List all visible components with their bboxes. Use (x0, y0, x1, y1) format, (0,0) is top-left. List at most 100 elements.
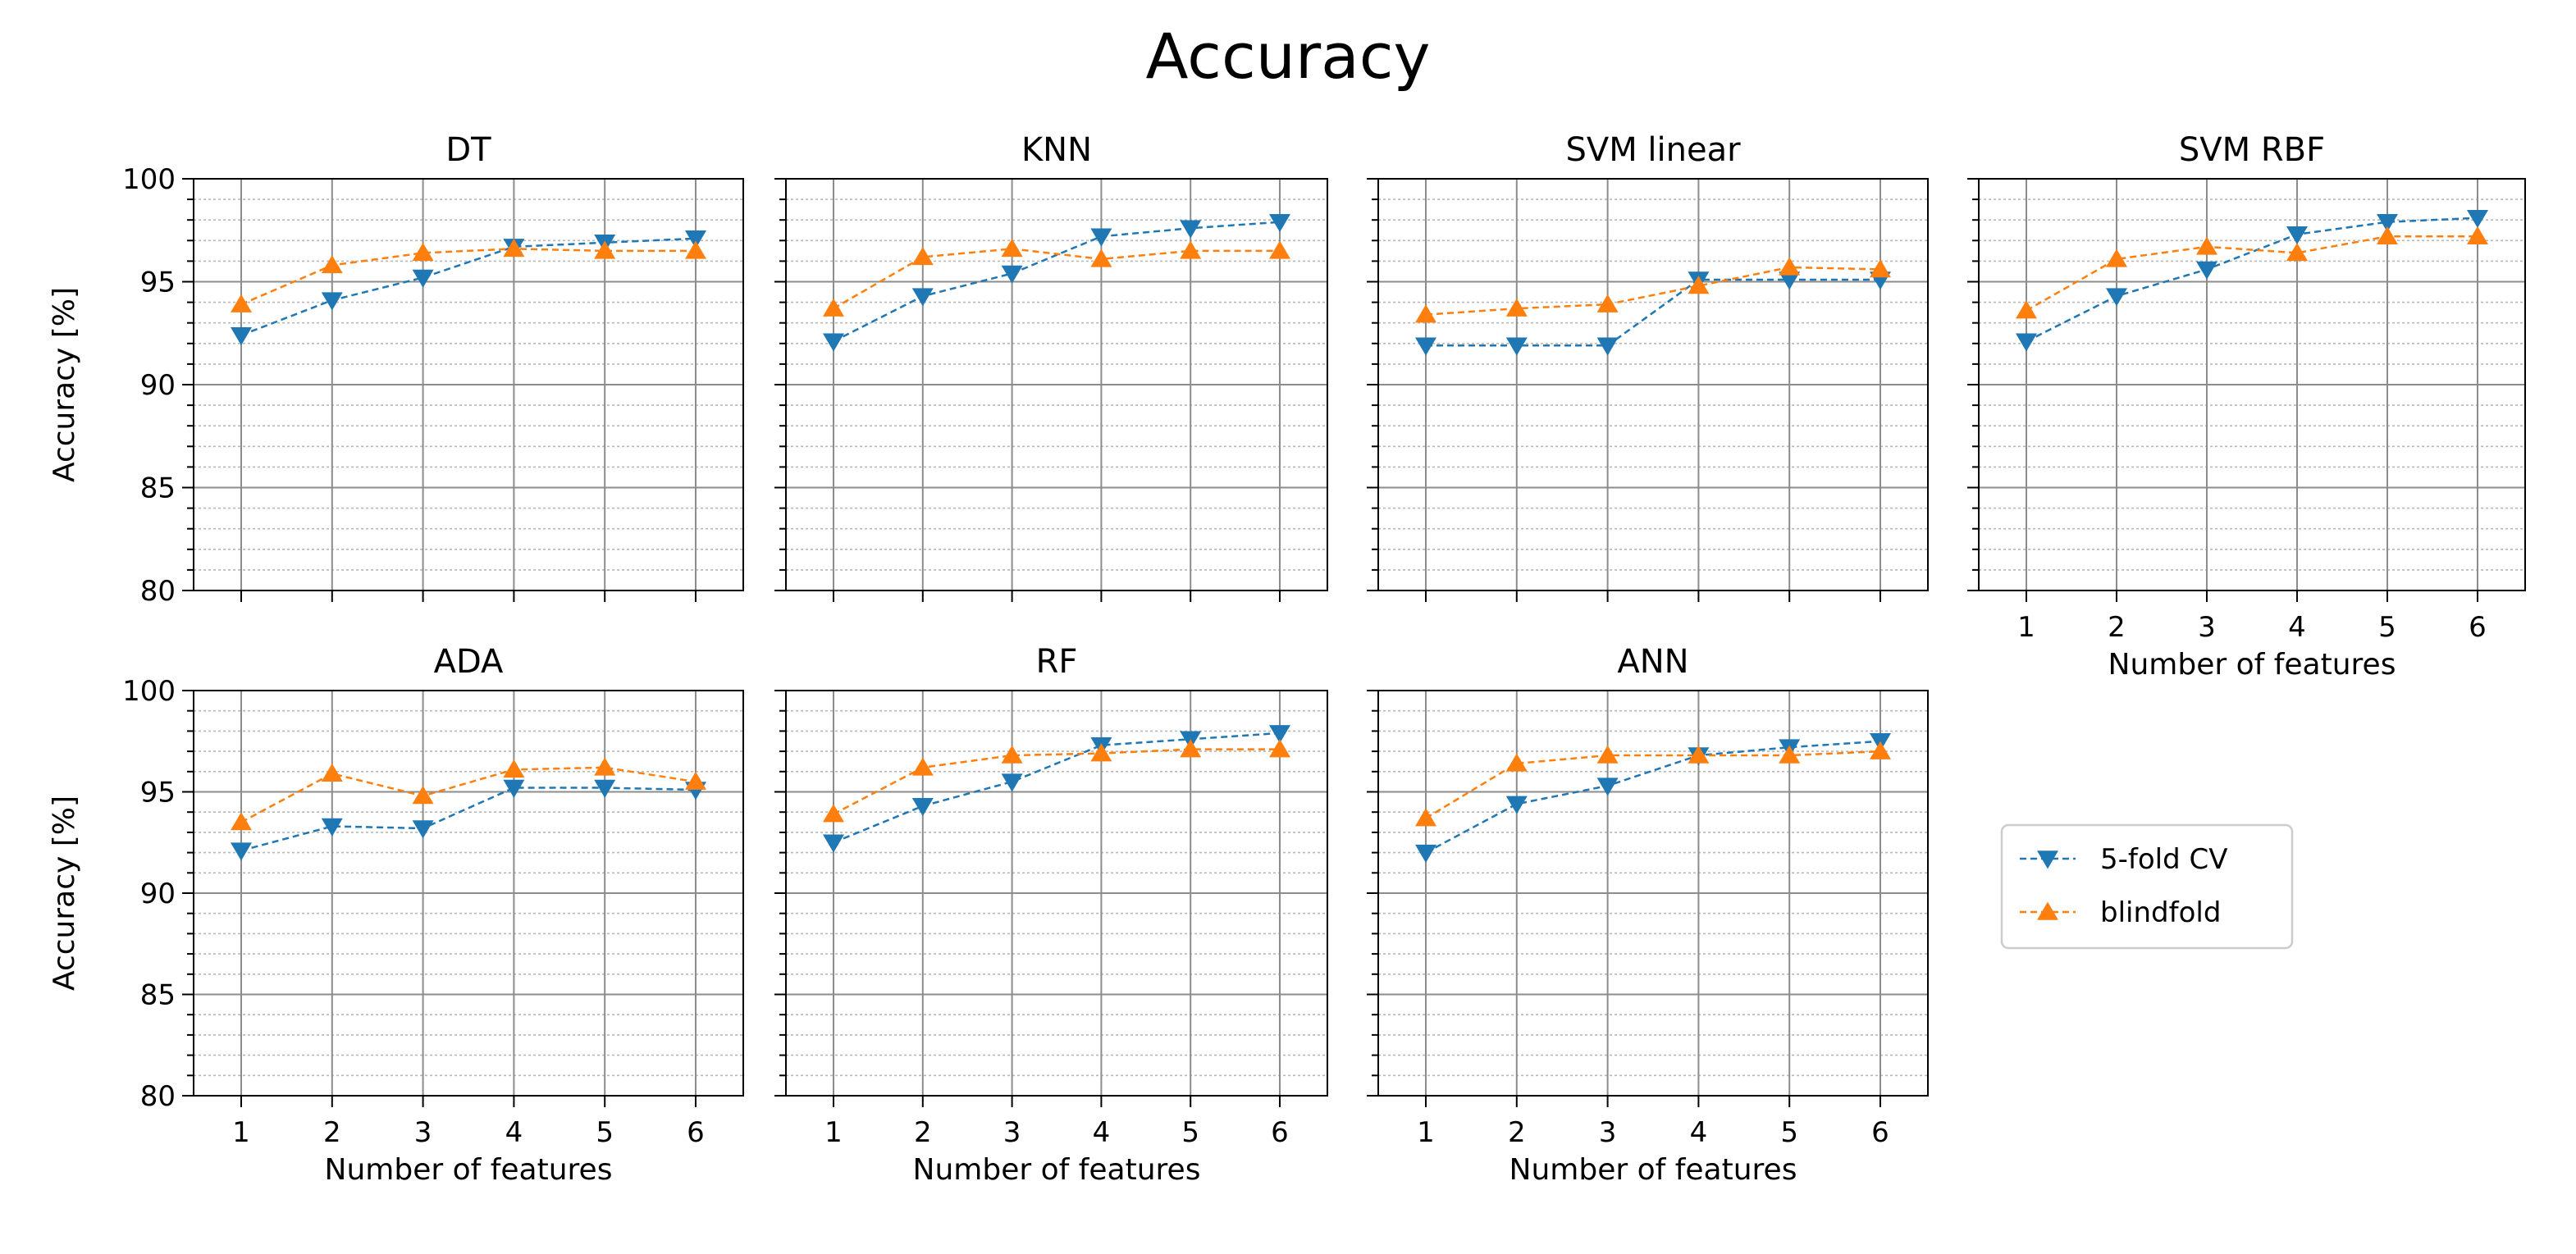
blindfold-point (1001, 238, 1023, 258)
x-tick-label: 3 (2198, 611, 2216, 644)
cv-series-line (240, 787, 697, 852)
blindfold-point (823, 804, 844, 823)
cv-point (911, 288, 934, 307)
x-tick-label: 5 (2378, 611, 2396, 644)
x-tick-label: 5 (596, 1116, 614, 1149)
x-tick-label: 4 (505, 1116, 523, 1149)
blindfold-point (1090, 743, 1112, 762)
panel-title: KNN (1021, 131, 1092, 169)
cv-point (2467, 209, 2488, 229)
cv-point (2377, 213, 2398, 233)
x-tick-label: 6 (1271, 1116, 1289, 1149)
blindfold-point (911, 757, 934, 776)
blindfold-series-line (833, 248, 1280, 310)
blindfold-series-line (2026, 235, 2478, 312)
blindfold-point (1505, 298, 1528, 317)
cv-point (321, 292, 343, 311)
x-tick-label: 3 (1003, 1116, 1021, 1149)
blindfold-point (1688, 276, 1710, 294)
blindfold-point (1596, 745, 1619, 764)
blindfold-point (1269, 739, 1290, 758)
x-axis-label: Number of features (2108, 648, 2396, 682)
cv-point (1596, 337, 1619, 356)
blindfold-point (1415, 808, 1436, 827)
cv-point (231, 842, 252, 861)
blindfold-point (503, 759, 525, 778)
cv-point (2106, 288, 2127, 307)
blindfold-point (412, 243, 434, 262)
y-tick-label: 95 (140, 777, 176, 809)
blindfold-point (1688, 745, 1710, 764)
blindfold-point (2286, 243, 2308, 262)
blindfold-point (1269, 240, 1290, 259)
x-axis-label: Number of features (325, 1153, 613, 1187)
blindfold-point (1001, 745, 1023, 764)
cv-point (1505, 337, 1528, 356)
cv-point (685, 230, 706, 249)
y-tick-label: 100 (122, 163, 176, 196)
panel-title: SVM RBF (2179, 131, 2325, 169)
y-tick-label: 85 (140, 472, 176, 505)
y-tick-label: 95 (140, 267, 176, 299)
x-tick-label: 1 (1417, 1116, 1435, 1149)
cv-series-line (240, 237, 697, 336)
y-tick-label: 80 (140, 575, 176, 608)
x-tick-label: 2 (1508, 1116, 1526, 1149)
cv-point (2286, 226, 2308, 245)
cv-point (503, 779, 525, 798)
legend-blind-marker (2037, 901, 2058, 920)
panel-dt: 80 85 90 95 100 Accuracy [%] DT (48, 131, 744, 608)
y-axis-label: Accuracy [%] (48, 287, 81, 482)
x-axis-label: Number of features (1510, 1153, 1797, 1187)
y-tick-label: 85 (140, 979, 176, 1012)
blindfold-point (2196, 236, 2217, 255)
blindfold-point (503, 238, 525, 258)
legend-blind-label: blindfold (2100, 896, 2221, 929)
x-tick-label: 6 (2469, 611, 2487, 644)
blindfold-series-line (240, 248, 696, 306)
cv-point (1415, 337, 1436, 356)
blindfold-point (594, 757, 616, 776)
cv-point (1001, 265, 1023, 284)
y-tick-label: 90 (140, 878, 176, 910)
y-tick-label: 90 (140, 369, 176, 402)
cv-point (2016, 333, 2037, 352)
cv-point (823, 333, 844, 352)
blindfold-point (231, 812, 252, 831)
panel-title: SVM linear (1565, 131, 1741, 169)
blindfold-point (685, 240, 706, 259)
legend: 5-fold CV blindfold (2000, 823, 2294, 950)
chart-panels: 80 85 90 95 100 Accuracy [%] DT KNN SVM linear 1 2… (48, 131, 2526, 1187)
panel-title: RF (1036, 643, 1078, 681)
blindfold-point (321, 763, 343, 782)
blindfold-point (685, 771, 706, 790)
cv-point (594, 779, 616, 798)
x-tick-label: 6 (1871, 1116, 1889, 1149)
panel-title: DT (445, 131, 491, 169)
cv-point (1779, 271, 1801, 290)
x-tick-label: 6 (687, 1116, 705, 1149)
blindfold-point (2377, 226, 2398, 245)
cv-point (412, 820, 434, 839)
cv-point (321, 818, 343, 837)
figure-title: Accuracy (1146, 20, 1431, 93)
panel-title: ADA (434, 643, 504, 681)
x-tick-label: 4 (1093, 1116, 1111, 1149)
panel-knn: KNN (774, 131, 1328, 602)
blindfold-point (2016, 300, 2037, 319)
x-tick-label: 2 (2108, 611, 2126, 644)
x-tick-label: 3 (414, 1116, 432, 1149)
panel-title: ANN (1617, 643, 1688, 681)
cv-point (412, 269, 434, 288)
cv-point (1596, 777, 1619, 796)
panel-ada: 80 85 90 95 100 1 2 3 4 5 6 Number of features Accur… (48, 643, 744, 1187)
blindfold-point (412, 786, 434, 805)
legend-box (2000, 823, 2294, 950)
blindfold-point (1180, 739, 1202, 758)
blindfold-series-line (240, 766, 697, 823)
cv-point (1269, 213, 1290, 233)
blindfold-point (1779, 745, 1801, 764)
x-tick-label: 2 (323, 1116, 341, 1149)
x-tick-label: 4 (1690, 1116, 1708, 1149)
